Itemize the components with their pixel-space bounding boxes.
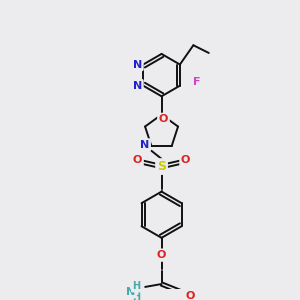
Text: O: O [157, 250, 166, 260]
Text: N: N [126, 287, 135, 297]
Text: N: N [140, 140, 149, 150]
Text: N: N [133, 59, 142, 70]
Text: S: S [157, 160, 166, 173]
Text: O: O [133, 155, 142, 165]
Text: O: O [159, 114, 168, 124]
Text: N: N [133, 81, 142, 91]
Text: O: O [186, 291, 195, 300]
Text: F: F [194, 77, 201, 87]
Text: H: H [133, 292, 141, 300]
Text: H: H [133, 281, 141, 291]
Text: O: O [181, 155, 190, 165]
